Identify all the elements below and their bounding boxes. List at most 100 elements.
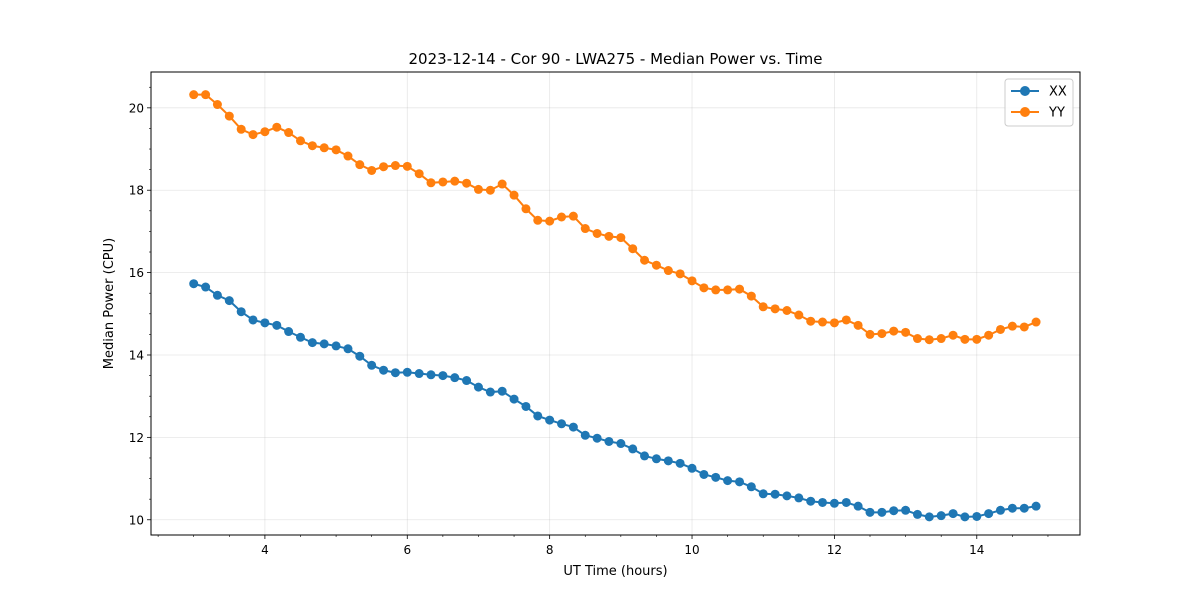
data-point-xx bbox=[450, 373, 460, 383]
data-point-xx bbox=[545, 415, 555, 425]
data-point-xx bbox=[533, 411, 543, 421]
data-point-xx bbox=[675, 458, 685, 468]
series-xx bbox=[189, 279, 1041, 522]
data-point-yy bbox=[284, 128, 294, 138]
data-point-yy bbox=[580, 224, 590, 234]
data-point-xx bbox=[236, 307, 246, 317]
y-tick-label: 10 bbox=[129, 513, 144, 527]
data-point-yy bbox=[651, 260, 661, 270]
data-point-yy bbox=[604, 231, 614, 241]
data-point-yy bbox=[473, 184, 483, 194]
data-point-xx bbox=[806, 496, 816, 506]
data-point-xx bbox=[414, 369, 424, 379]
tick-layer: 4 6 8 10 12 14 10 12 14 16 18 20 bbox=[129, 86, 1049, 557]
data-point-yy bbox=[711, 285, 721, 295]
data-point-xx bbox=[960, 512, 970, 522]
data-point-xx bbox=[984, 509, 994, 519]
data-point-xx bbox=[557, 419, 567, 429]
data-point-xx bbox=[640, 451, 650, 461]
data-point-xx bbox=[272, 320, 282, 330]
data-point-xx bbox=[687, 463, 697, 473]
data-point-xx bbox=[355, 351, 365, 361]
data-point-xx bbox=[924, 512, 934, 522]
data-point-xx bbox=[948, 509, 958, 519]
data-point-xx bbox=[711, 472, 721, 482]
data-point-xx bbox=[651, 454, 661, 464]
data-point-xx bbox=[462, 376, 472, 386]
data-point-xx bbox=[699, 469, 709, 479]
x-tick-label: 4 bbox=[261, 543, 269, 557]
data-point-xx bbox=[1019, 503, 1029, 513]
data-point-yy bbox=[699, 283, 709, 293]
data-point-xx bbox=[473, 382, 483, 392]
data-point-yy bbox=[936, 334, 946, 344]
data-point-xx bbox=[1031, 501, 1041, 511]
data-point-xx bbox=[604, 436, 614, 446]
data-point-yy bbox=[818, 317, 828, 327]
data-point-yy bbox=[877, 329, 887, 339]
data-point-yy bbox=[212, 100, 222, 110]
data-point-yy bbox=[746, 291, 756, 301]
data-point-xx bbox=[995, 505, 1005, 515]
data-point-xx bbox=[260, 318, 270, 328]
data-point-xx bbox=[758, 489, 768, 499]
data-point-xx bbox=[580, 430, 590, 440]
legend-label-xx: XX bbox=[1049, 85, 1067, 100]
y-tick-label: 12 bbox=[129, 431, 144, 445]
data-point-yy bbox=[687, 276, 697, 286]
data-point-yy bbox=[794, 310, 804, 320]
data-point-xx bbox=[248, 315, 258, 325]
data-point-yy bbox=[995, 324, 1005, 334]
data-point-yy bbox=[663, 266, 673, 276]
data-point-yy bbox=[592, 228, 602, 238]
data-point-xx bbox=[189, 279, 199, 289]
data-point-yy bbox=[201, 90, 211, 100]
x-tick-label: 6 bbox=[403, 543, 411, 557]
data-point-xx bbox=[877, 507, 887, 517]
data-point-yy bbox=[236, 124, 246, 134]
data-point-yy bbox=[450, 176, 460, 186]
data-point-yy bbox=[723, 285, 733, 295]
data-point-xx bbox=[829, 498, 839, 508]
legend-label-yy: YY bbox=[1048, 106, 1065, 121]
series-yy bbox=[189, 90, 1041, 345]
data-point-xx bbox=[794, 493, 804, 503]
data-point-yy bbox=[1031, 317, 1041, 327]
data-point-yy bbox=[616, 233, 626, 243]
series-line-xx bbox=[193, 282, 1037, 518]
data-point-yy bbox=[414, 169, 424, 179]
data-point-yy bbox=[343, 151, 353, 161]
data-point-yy bbox=[948, 330, 958, 340]
data-point-xx bbox=[628, 444, 638, 454]
data-point-yy bbox=[960, 334, 970, 344]
data-point-xx bbox=[402, 367, 412, 377]
data-point-yy bbox=[545, 216, 555, 226]
x-tick-label: 8 bbox=[546, 543, 554, 557]
data-point-yy bbox=[521, 204, 531, 214]
data-point-yy bbox=[224, 111, 234, 121]
data-point-xx bbox=[343, 344, 353, 354]
data-point-yy bbox=[402, 161, 412, 171]
data-point-yy bbox=[901, 327, 911, 337]
data-point-xx bbox=[485, 387, 495, 397]
x-tick-label: 12 bbox=[827, 543, 842, 557]
data-point-xx bbox=[616, 439, 626, 449]
plot-frame bbox=[150, 71, 1081, 536]
data-point-yy bbox=[984, 330, 994, 340]
data-point-xx bbox=[865, 507, 875, 517]
data-point-yy bbox=[379, 162, 389, 172]
data-point-yy bbox=[557, 212, 567, 222]
data-point-xx bbox=[853, 501, 863, 511]
data-point-yy bbox=[331, 145, 341, 155]
data-point-yy bbox=[295, 136, 305, 146]
data-point-yy bbox=[675, 269, 685, 279]
data-point-xx bbox=[912, 509, 922, 519]
data-point-xx bbox=[426, 370, 436, 380]
data-point-xx bbox=[901, 505, 911, 515]
legend: XX YY bbox=[1004, 78, 1074, 127]
data-point-yy bbox=[462, 178, 472, 188]
y-tick-label: 16 bbox=[129, 266, 144, 280]
data-point-yy bbox=[533, 215, 543, 225]
data-point-xx bbox=[592, 433, 602, 443]
data-point-xx bbox=[367, 360, 377, 370]
